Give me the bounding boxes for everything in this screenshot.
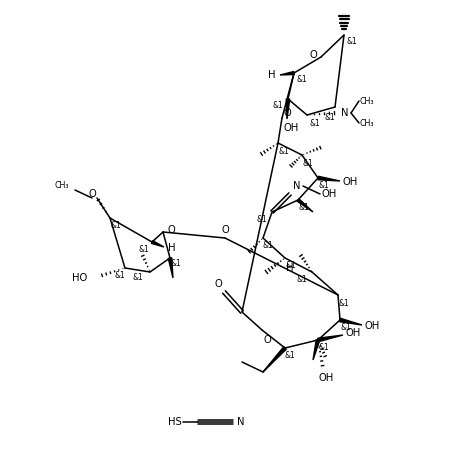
Polygon shape <box>151 241 164 247</box>
Polygon shape <box>263 347 286 372</box>
Text: CH₃: CH₃ <box>54 181 69 190</box>
Text: N: N <box>341 108 349 118</box>
Text: &1: &1 <box>325 113 335 122</box>
Text: &1: &1 <box>133 273 144 282</box>
Text: H: H <box>168 243 176 253</box>
Text: &1: &1 <box>318 181 329 190</box>
Text: CH₃: CH₃ <box>360 97 375 106</box>
Polygon shape <box>286 99 290 119</box>
Polygon shape <box>340 318 362 325</box>
Text: O: O <box>263 335 271 345</box>
Text: &1: &1 <box>309 119 320 128</box>
Text: O: O <box>221 225 229 235</box>
Text: OH: OH <box>345 328 361 338</box>
Text: H: H <box>286 263 294 273</box>
Text: O: O <box>214 279 222 289</box>
Text: &1: &1 <box>263 242 273 251</box>
Text: N: N <box>237 417 245 427</box>
Text: &1: &1 <box>347 38 357 47</box>
Text: &1: &1 <box>115 272 125 281</box>
Text: &1: &1 <box>297 276 308 285</box>
Text: &1: &1 <box>318 343 329 352</box>
Text: &1: &1 <box>284 352 295 361</box>
Text: &1: &1 <box>171 259 181 268</box>
Text: &1: &1 <box>279 146 289 155</box>
Text: O: O <box>309 50 317 60</box>
Text: &1: &1 <box>286 261 296 270</box>
Text: CH₃: CH₃ <box>360 119 375 128</box>
Text: &1: &1 <box>139 246 149 255</box>
Text: OH: OH <box>318 373 333 383</box>
Text: &1: &1 <box>111 221 121 230</box>
Text: OH: OH <box>321 189 337 199</box>
Text: &1: &1 <box>257 216 267 224</box>
Text: &1: &1 <box>273 101 284 110</box>
Text: HS: HS <box>168 417 182 427</box>
Text: O: O <box>283 108 291 118</box>
Polygon shape <box>318 176 340 181</box>
Polygon shape <box>318 335 343 342</box>
Text: &1: &1 <box>297 75 308 84</box>
Text: &1: &1 <box>339 299 349 308</box>
Polygon shape <box>297 199 313 212</box>
Text: &1: &1 <box>341 323 352 333</box>
Text: OH: OH <box>342 177 357 187</box>
Polygon shape <box>313 339 320 360</box>
Polygon shape <box>168 258 173 278</box>
Text: N: N <box>293 181 301 191</box>
Polygon shape <box>280 71 294 75</box>
Text: &1: &1 <box>303 158 313 167</box>
Text: OH: OH <box>284 123 299 133</box>
Text: HO: HO <box>72 273 87 283</box>
Text: O: O <box>88 189 96 199</box>
Text: &1: &1 <box>299 203 309 212</box>
Text: O: O <box>167 225 175 235</box>
Text: H: H <box>268 70 276 80</box>
Text: OH: OH <box>364 321 380 331</box>
